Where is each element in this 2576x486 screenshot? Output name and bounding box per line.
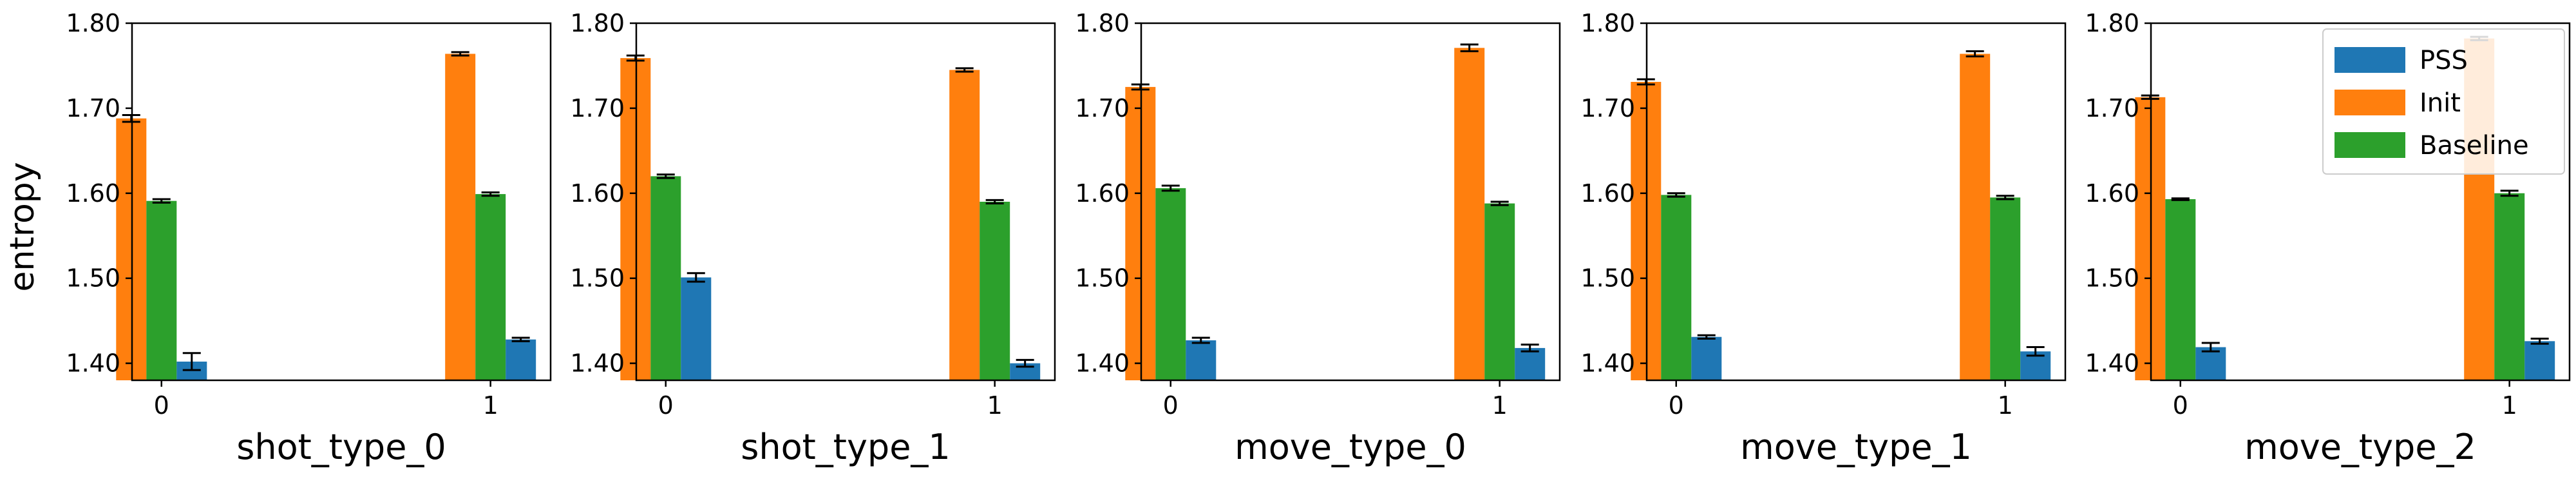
x-tick-label: 1 (1492, 391, 1508, 420)
legend-label-baseline: Baseline (2420, 131, 2529, 160)
axes-frame-move_type_1 (1645, 22, 2067, 382)
bar-init-1 (1960, 53, 1991, 380)
y-tick-label: 1.60 (66, 179, 120, 208)
y-tick-label: 1.40 (2085, 349, 2139, 378)
y-tick-label: 1.70 (1580, 94, 1635, 122)
bar-init-1 (949, 70, 980, 380)
bar-baseline-1 (475, 194, 506, 380)
x-tick-label: 1 (2502, 391, 2517, 420)
bar-baseline-0 (1155, 188, 1186, 380)
y-tick-label: 1.60 (1580, 179, 1635, 208)
x-axis-label: move_type_2 (2244, 427, 2476, 467)
bar-baseline-1 (980, 202, 1010, 380)
legend-swatch-init (2334, 90, 2405, 115)
legend-swatch-baseline (2334, 132, 2405, 158)
y-tick-label: 1.40 (66, 349, 120, 378)
x-axis-label: shot_type_0 (236, 427, 446, 467)
x-axis-label: move_type_1 (1740, 427, 1972, 467)
y-axis-label: entropy (3, 162, 42, 291)
y-tick-label: 1.80 (66, 9, 120, 37)
y-tick-label: 1.50 (570, 264, 625, 293)
y-tick-label: 1.40 (1075, 349, 1130, 378)
axes-frame-move_type_2 (2150, 22, 2571, 382)
axes-frame-move_type_0 (1140, 22, 1561, 382)
y-tick-label: 1.70 (1075, 94, 1130, 122)
bar-baseline-1 (1484, 203, 1515, 380)
legend-label-init: Init (2420, 88, 2461, 118)
bar-pss-1 (2524, 341, 2555, 380)
bar-baseline-0 (1661, 195, 1692, 380)
x-tick-label: 1 (483, 391, 498, 420)
y-tick-label: 1.80 (570, 9, 625, 37)
x-tick-label: 1 (987, 391, 1003, 420)
bar-pss-0 (681, 277, 712, 380)
bar-init-1 (445, 53, 476, 380)
y-tick-label: 1.60 (570, 179, 625, 208)
y-tick-label: 1.50 (66, 264, 120, 293)
legend-label-pss: PSS (2420, 46, 2468, 75)
y-tick-label: 1.70 (570, 94, 625, 122)
x-tick-label: 0 (1669, 391, 1684, 420)
y-tick-label: 1.70 (66, 94, 120, 122)
legend-swatch-pss (2334, 47, 2405, 73)
y-tick-label: 1.80 (1075, 9, 1130, 37)
y-tick-label: 1.50 (2085, 264, 2139, 293)
bar-baseline-1 (2494, 193, 2525, 380)
y-tick-label: 1.50 (1580, 264, 1635, 293)
y-tick-label: 1.60 (2085, 179, 2139, 208)
x-tick-label: 1 (1998, 391, 2013, 420)
y-tick-label: 1.60 (1075, 179, 1130, 208)
y-tick-label: 1.40 (570, 349, 625, 378)
x-tick-label: 0 (658, 391, 674, 420)
axes-frame-shot_type_0 (131, 22, 552, 382)
axes-frame-shot_type_1 (635, 22, 1056, 382)
y-tick-label: 1.50 (1075, 264, 1130, 293)
x-tick-label: 0 (1163, 391, 1179, 420)
y-tick-label: 1.80 (2085, 9, 2139, 37)
bar-pss-1 (1515, 347, 1546, 380)
bar-init-1 (1454, 48, 1485, 381)
x-tick-label: 0 (154, 391, 169, 420)
x-tick-label: 0 (2173, 391, 2188, 420)
bar-pss-0 (1691, 336, 1722, 380)
bar-baseline-0 (2165, 199, 2196, 380)
bar-pss-0 (2195, 347, 2226, 380)
bar-baseline-0 (650, 176, 681, 380)
x-axis-label: move_type_0 (1235, 427, 1466, 467)
y-tick-label: 1.80 (1580, 9, 1635, 37)
bar-baseline-0 (146, 200, 177, 380)
y-tick-label: 1.70 (2085, 94, 2139, 122)
bar-pss-0 (1186, 340, 1217, 380)
bar-baseline-1 (1990, 197, 2021, 380)
bar-pss-1 (506, 339, 536, 380)
y-tick-label: 1.40 (1580, 349, 1635, 378)
x-axis-label: shot_type_1 (741, 427, 951, 467)
